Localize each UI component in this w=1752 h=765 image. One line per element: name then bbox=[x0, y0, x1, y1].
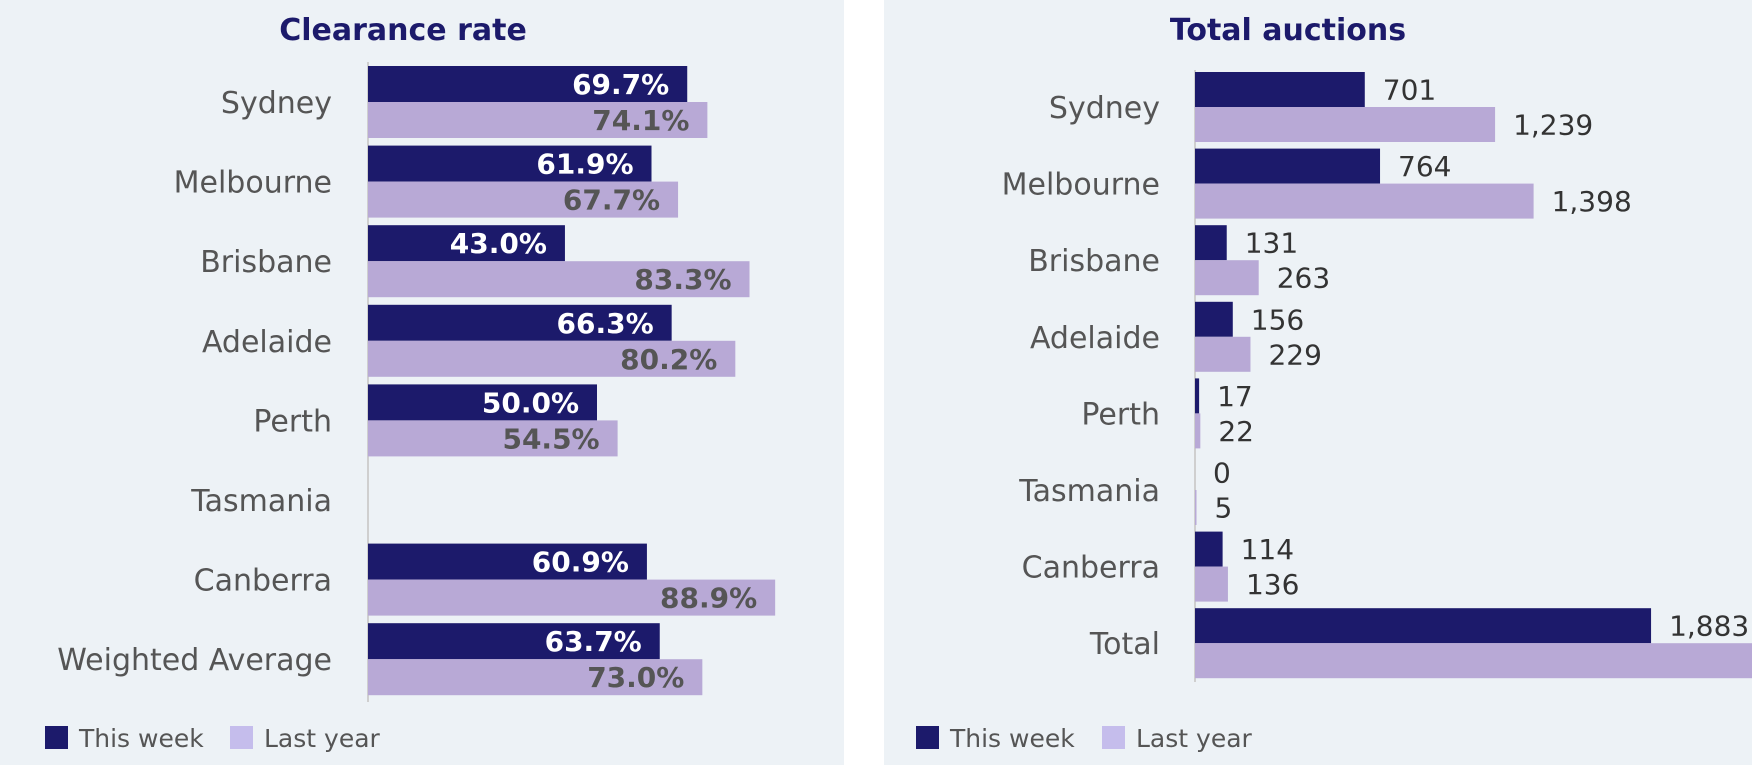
bar-melbourne-last-year bbox=[368, 181, 679, 218]
data-label-melbourne-this-week: 61.9% bbox=[536, 148, 633, 181]
category-labels: Sydney Melbourne Brisbane Adelaide Perth Tasm… bbox=[57, 86, 332, 678]
bar-total-this-week bbox=[1195, 608, 1652, 644]
data-label-canberra-this-week: 114 bbox=[1241, 533, 1294, 566]
bar-canberra-last-year bbox=[1195, 566, 1228, 602]
bar-adelaide-this-week bbox=[368, 304, 672, 341]
category-label-melbourne: Melbourne bbox=[1002, 168, 1160, 203]
category-label-sydney: Sydney bbox=[1049, 91, 1160, 126]
bar-brisbane-this-week bbox=[368, 225, 565, 262]
bars bbox=[1195, 72, 1752, 679]
data-label-brisbane-last-year: 83.3% bbox=[634, 263, 731, 296]
data-label-canberra-last-year: 136 bbox=[1246, 568, 1299, 601]
legend-label-last-year: Last year bbox=[264, 724, 381, 753]
chart-title: Total auctions bbox=[1170, 13, 1406, 48]
bar-weighted-average-last-year bbox=[368, 659, 703, 696]
legend-swatch-last-year bbox=[230, 726, 253, 749]
data-label-melbourne-last-year: 1,398 bbox=[1552, 185, 1632, 218]
bar-sydney-last-year bbox=[1195, 107, 1496, 142]
category-label-weighted-average: Weighted Average bbox=[57, 643, 332, 678]
bars bbox=[368, 66, 776, 696]
data-label-melbourne-last-year: 67.7% bbox=[563, 184, 660, 217]
bar-melbourne-this-week bbox=[368, 145, 652, 182]
category-label-tasmania: Tasmania bbox=[1018, 474, 1160, 509]
category-label-canberra: Canberra bbox=[1022, 551, 1160, 586]
category-label-brisbane: Brisbane bbox=[200, 245, 332, 280]
category-label-canberra: Canberra bbox=[194, 564, 332, 599]
category-label-adelaide: Adelaide bbox=[202, 325, 332, 360]
bar-perth-this-week bbox=[368, 384, 597, 421]
bar-melbourne-last-year bbox=[1195, 183, 1534, 219]
data-label-sydney-last-year: 1,239 bbox=[1513, 109, 1593, 142]
total-auctions-chart: Total auctions Sydney Melbourne Brisbane Ad… bbox=[916, 13, 1752, 753]
data-label-melbourne-this-week: 764 bbox=[1398, 150, 1451, 183]
data-label-tasmania-last-year: 5 bbox=[1215, 492, 1233, 525]
clearance-rate-chart: Clearance rate Sydney Melbourne Brisbane Ad… bbox=[45, 13, 776, 753]
data-label-brisbane-this-week: 131 bbox=[1245, 227, 1298, 260]
chart-title: Clearance rate bbox=[279, 13, 527, 48]
data-labels: 69.7%74.1% 61.9%67.7% 43.0% 83.3% 66.3%80.2%… bbox=[450, 68, 757, 694]
legend-swatch-last-year bbox=[1102, 726, 1125, 749]
category-label-melbourne: Melbourne bbox=[174, 166, 332, 201]
legend-swatch-this-week bbox=[45, 726, 68, 749]
data-label-adelaide-this-week: 156 bbox=[1251, 303, 1304, 336]
legend: This week Last year bbox=[45, 724, 381, 753]
category-label-tasmania: Tasmania bbox=[190, 484, 332, 519]
legend-label-last-year: Last year bbox=[1136, 724, 1253, 753]
legend-swatch-this-week bbox=[916, 726, 939, 749]
bar-brisbane-last-year bbox=[1195, 260, 1259, 296]
data-label-perth-last-year: 54.5% bbox=[502, 422, 599, 455]
data-label-sydney-last-year: 74.1% bbox=[592, 104, 689, 137]
category-label-brisbane: Brisbane bbox=[1028, 244, 1160, 279]
data-label-perth-last-year: 22 bbox=[1218, 415, 1254, 448]
category-label-perth: Perth bbox=[1081, 397, 1160, 432]
data-label-perth-this-week: 17 bbox=[1217, 380, 1253, 413]
data-label-perth-this-week: 50.0% bbox=[482, 386, 579, 419]
data-label-adelaide-this-week: 66.3% bbox=[557, 307, 654, 340]
data-label-canberra-this-week: 60.9% bbox=[532, 546, 629, 579]
bar-canberra-this-week bbox=[368, 543, 647, 580]
data-label-sydney-this-week: 701 bbox=[1383, 74, 1436, 107]
bar-perth-last-year bbox=[368, 420, 618, 457]
data-label-weighted-average-this-week: 63.7% bbox=[545, 625, 642, 658]
data-label-weighted-average-last-year: 73.0% bbox=[587, 661, 684, 694]
data-label-brisbane-last-year: 263 bbox=[1277, 262, 1330, 295]
category-label-adelaide: Adelaide bbox=[1030, 321, 1160, 356]
bar-perth-last-year bbox=[1195, 413, 1201, 449]
bar-brisbane-last-year bbox=[368, 261, 750, 298]
bar-weighted-average-this-week bbox=[368, 623, 660, 660]
category-labels: Sydney Melbourne Brisbane Adelaide Perth Tasm… bbox=[1002, 91, 1160, 662]
category-label-perth: Perth bbox=[253, 404, 332, 439]
bar-sydney-last-year bbox=[368, 102, 708, 138]
data-label-canberra-last-year: 88.9% bbox=[660, 582, 757, 615]
data-label-brisbane-this-week: 43.0% bbox=[450, 227, 547, 260]
category-label-total: Total bbox=[1089, 627, 1160, 662]
data-label-adelaide-last-year: 229 bbox=[1268, 338, 1321, 371]
bar-adelaide-this-week bbox=[1195, 301, 1233, 337]
category-label-sydney: Sydney bbox=[221, 86, 332, 121]
bar-sydney-this-week bbox=[1195, 72, 1365, 107]
clearance-rate-panel: Clearance rate Sydney Melbourne Brisbane Ad… bbox=[0, 0, 844, 765]
data-label-adelaide-last-year: 80.2% bbox=[620, 343, 717, 376]
data-label-total-this-week: 1,883 bbox=[1669, 610, 1749, 643]
bar-total-last-year bbox=[1195, 643, 1752, 679]
data-label-sydney-this-week: 69.7% bbox=[572, 68, 669, 101]
legend-label-this-week: This week bbox=[78, 724, 204, 753]
data-label-tasmania-this-week: 0 bbox=[1213, 457, 1231, 490]
bar-brisbane-this-week bbox=[1195, 225, 1227, 261]
bar-adelaide-last-year bbox=[368, 340, 736, 377]
bar-melbourne-this-week bbox=[1195, 148, 1381, 184]
bar-perth-this-week bbox=[1195, 378, 1200, 414]
legend-label-this-week: This week bbox=[949, 724, 1075, 753]
legend: This week Last year bbox=[916, 724, 1253, 753]
bar-sydney-this-week bbox=[368, 66, 688, 102]
bar-tasmania-last-year bbox=[1195, 490, 1197, 525]
total-auctions-panel: Total auctions Sydney Melbourne Brisbane Ad… bbox=[884, 0, 1752, 765]
bar-canberra-last-year bbox=[368, 579, 776, 616]
bar-canberra-this-week bbox=[1195, 531, 1223, 567]
bar-adelaide-last-year bbox=[1195, 336, 1251, 372]
